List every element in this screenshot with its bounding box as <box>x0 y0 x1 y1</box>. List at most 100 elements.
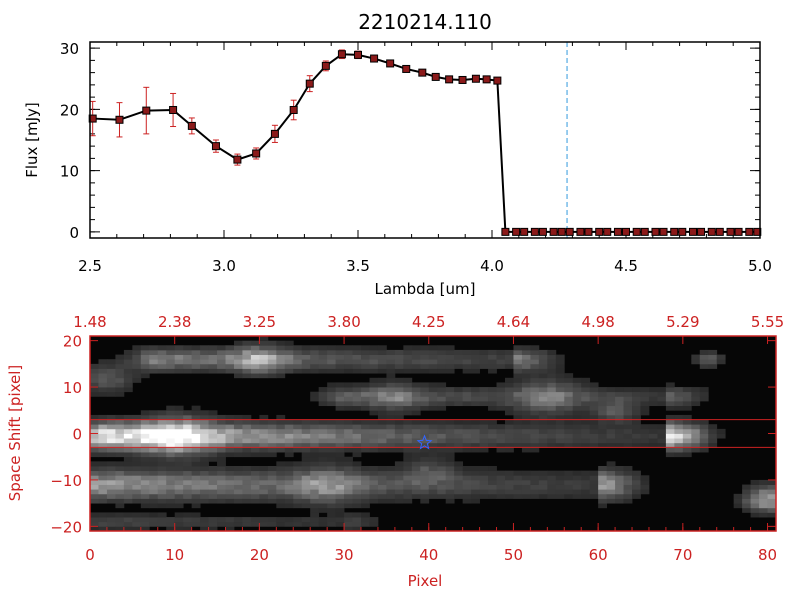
image-pixel <box>352 359 362 365</box>
flux-point <box>697 227 706 236</box>
image-pixel <box>149 521 159 527</box>
image-pixel <box>369 419 379 425</box>
image-pixel <box>90 363 99 369</box>
image-pixel <box>403 396 413 402</box>
image-pixel <box>361 498 370 504</box>
image-pixel <box>674 452 684 458</box>
image-pixel <box>140 424 150 430</box>
image-pixel <box>352 461 362 467</box>
image-pixel <box>98 526 108 532</box>
image-pixel <box>284 359 294 365</box>
image-pixel <box>513 470 523 476</box>
image-pixel <box>716 428 726 434</box>
image-pixel <box>716 359 726 365</box>
image-pixel <box>90 479 99 485</box>
image-pixel <box>462 447 472 453</box>
image-pixel <box>166 503 176 509</box>
image-pixel <box>267 363 277 369</box>
image-pixel <box>361 447 370 453</box>
image-pixel <box>276 368 286 374</box>
image-pixel <box>538 359 548 365</box>
image-pixel <box>640 424 650 430</box>
image-pixel <box>513 345 523 351</box>
image-pixel <box>157 349 167 355</box>
image-pixel <box>759 484 768 490</box>
image-pixel <box>242 433 252 439</box>
image-pixel <box>267 359 277 365</box>
image-pixel <box>369 493 379 499</box>
image-pixel <box>488 349 497 355</box>
image-pixel <box>581 391 591 397</box>
image-pixel <box>106 359 116 365</box>
image-pixel <box>420 466 430 472</box>
image-pixel <box>538 442 548 448</box>
image-pixel <box>488 493 497 499</box>
image-pixel <box>394 466 404 472</box>
image-pixel <box>140 354 150 360</box>
image-pixel <box>208 419 218 425</box>
image-pixel <box>225 475 235 481</box>
image-pixel <box>106 424 116 430</box>
image-pixel <box>225 345 235 351</box>
image-pixel <box>183 345 193 351</box>
image-pixel <box>377 447 387 453</box>
image-pixel <box>310 368 320 374</box>
image-pixel <box>420 419 430 425</box>
image-pixel <box>589 410 599 416</box>
image-pixel <box>369 489 379 495</box>
image-pixel <box>530 349 540 355</box>
image-pixel <box>555 438 565 444</box>
image-pixel <box>318 503 328 509</box>
image-pixel <box>665 447 675 453</box>
image-pixel <box>335 447 345 453</box>
image-pixel <box>191 349 201 355</box>
image-pixel <box>699 363 709 369</box>
image-pixel <box>225 433 235 439</box>
image-pixel <box>310 359 320 365</box>
image-pixel <box>564 405 574 411</box>
image-pixel <box>623 438 633 444</box>
image-pixel <box>132 345 142 351</box>
image-pixel <box>310 419 320 425</box>
image-pixel <box>504 396 514 402</box>
image-pixel <box>335 401 345 407</box>
image-pixel <box>183 363 193 369</box>
image-pixel <box>242 517 252 523</box>
image-pixel <box>132 470 142 476</box>
image-pixel <box>521 470 531 476</box>
image-pixel <box>90 484 99 490</box>
image-pixel <box>166 498 176 504</box>
flux-point <box>321 61 330 70</box>
image-pixel <box>200 489 209 495</box>
image-pixel <box>310 470 320 476</box>
image-pixel <box>225 489 235 495</box>
image-pixel <box>293 461 303 467</box>
image-pixel <box>555 424 565 430</box>
image-pixel <box>267 489 277 495</box>
image-pixel <box>555 391 565 397</box>
image-pixel <box>699 349 709 355</box>
image-pixel <box>106 452 116 458</box>
image-pixel <box>174 470 184 476</box>
image-pixel <box>555 401 565 407</box>
image-pixel <box>166 368 176 374</box>
image-pixel <box>90 377 99 383</box>
image-pixel <box>183 424 193 430</box>
image-pixel <box>598 424 608 430</box>
image-pixel <box>327 521 337 527</box>
image-pixel <box>115 452 125 458</box>
image-pixel <box>547 368 557 374</box>
image-pixel <box>259 438 269 444</box>
image-pixel <box>267 466 277 472</box>
image-pixel <box>335 484 345 490</box>
image-pixel <box>183 466 193 472</box>
image-pixel <box>488 359 497 365</box>
image-pixel <box>140 484 150 490</box>
image-pixel <box>208 447 218 453</box>
image-pixel <box>208 498 218 504</box>
image-pixel <box>589 382 599 388</box>
image-pixel <box>225 368 235 374</box>
image-pixel <box>208 489 218 495</box>
image-pixel <box>200 424 209 430</box>
image-pixel <box>589 419 599 425</box>
